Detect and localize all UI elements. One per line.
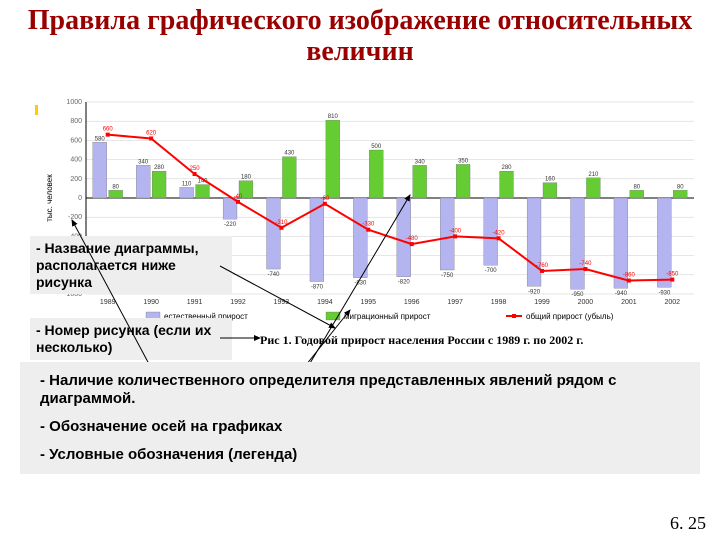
overlay-chart-name: - Название диаграммы, располагается ниже… — [30, 236, 232, 294]
bullet-panel: - Наличие количественного определителя п… — [20, 362, 700, 474]
svg-text:200: 200 — [70, 176, 82, 183]
svg-text:-740: -740 — [579, 261, 592, 267]
svg-text:800: 800 — [70, 118, 82, 125]
svg-text:-870: -870 — [311, 285, 324, 291]
svg-text:80: 80 — [677, 184, 684, 190]
svg-text:-750: -750 — [441, 273, 454, 279]
svg-text:80: 80 — [633, 184, 640, 190]
svg-text:1998: 1998 — [491, 299, 507, 306]
svg-text:-760: -760 — [536, 263, 549, 269]
svg-text:1999: 1999 — [534, 299, 550, 306]
svg-text:-850: -850 — [666, 272, 679, 278]
svg-text:-330: -330 — [362, 222, 375, 228]
svg-text:80: 80 — [112, 184, 119, 190]
svg-text:810: 810 — [328, 114, 339, 120]
svg-text:210: 210 — [588, 172, 599, 178]
svg-text:660: 660 — [103, 127, 114, 133]
svg-text:1990: 1990 — [143, 299, 159, 306]
svg-text:-740: -740 — [267, 272, 280, 278]
bullet-3: - Условные обозначения (легенда) — [40, 446, 680, 464]
svg-text:-420: -420 — [493, 230, 506, 236]
slide-title: Правила графического изображение относит… — [0, 6, 720, 68]
svg-text:0: 0 — [78, 195, 82, 202]
svg-text:-930: -930 — [658, 290, 671, 296]
svg-text:580: 580 — [95, 136, 106, 142]
svg-text:-60: -60 — [321, 196, 330, 202]
svg-text:600: 600 — [70, 137, 82, 144]
svg-text:430: 430 — [284, 151, 295, 157]
svg-text:1989: 1989 — [100, 299, 116, 306]
svg-text:-860: -860 — [623, 273, 636, 279]
svg-text:500: 500 — [371, 144, 382, 150]
svg-text:340: 340 — [138, 159, 149, 165]
svg-text:-40: -40 — [234, 194, 243, 200]
svg-text:-700: -700 — [485, 268, 498, 274]
svg-text:2000: 2000 — [578, 299, 594, 306]
svg-text:общий прирост (убыль): общий прирост (убыль) — [526, 312, 614, 321]
svg-text:-220: -220 — [224, 222, 237, 228]
svg-text:2002: 2002 — [664, 299, 680, 306]
svg-text:180: 180 — [241, 175, 252, 181]
svg-text:-400: -400 — [449, 228, 462, 234]
svg-text:-200: -200 — [68, 214, 82, 221]
svg-text:-310: -310 — [275, 220, 288, 226]
svg-text:1992: 1992 — [230, 299, 246, 306]
svg-text:миграционный прирост: миграционный прирост — [344, 312, 431, 321]
svg-text:2001: 2001 — [621, 299, 637, 306]
svg-text:-950: -950 — [571, 292, 584, 298]
svg-text:1994: 1994 — [317, 299, 333, 306]
figure-caption: Рис 1. Годовой прирост населения России … — [260, 333, 583, 348]
svg-text:1000: 1000 — [66, 99, 82, 106]
bullet-1: - Наличие количественного определителя п… — [40, 372, 680, 408]
svg-text:-940: -940 — [615, 291, 628, 297]
svg-text:160: 160 — [545, 177, 556, 183]
svg-text:тыс. человек: тыс. человек — [45, 174, 54, 222]
svg-text:110: 110 — [182, 181, 192, 187]
svg-text:1995: 1995 — [360, 299, 376, 306]
svg-text:1996: 1996 — [404, 299, 420, 306]
svg-text:-830: -830 — [354, 281, 367, 287]
svg-text:400: 400 — [70, 157, 82, 164]
overlay-figure-number: - Номер рисунка (если их несколько) — [30, 318, 232, 360]
svg-text:1993: 1993 — [274, 299, 290, 306]
svg-text:250: 250 — [190, 166, 201, 172]
svg-text:280: 280 — [154, 165, 165, 171]
page-number: 6. 25 — [670, 513, 706, 534]
svg-text:-480: -480 — [406, 236, 419, 242]
svg-text:1991: 1991 — [187, 299, 203, 306]
svg-text:620: 620 — [146, 130, 157, 136]
svg-text:340: 340 — [415, 159, 426, 165]
bullet-2: - Обозначение осей на графиках — [40, 418, 680, 436]
svg-text:-820: -820 — [398, 280, 411, 286]
svg-text:1997: 1997 — [447, 299, 463, 306]
svg-text:350: 350 — [458, 158, 469, 164]
svg-text:280: 280 — [502, 165, 513, 171]
svg-text:-920: -920 — [528, 289, 541, 295]
